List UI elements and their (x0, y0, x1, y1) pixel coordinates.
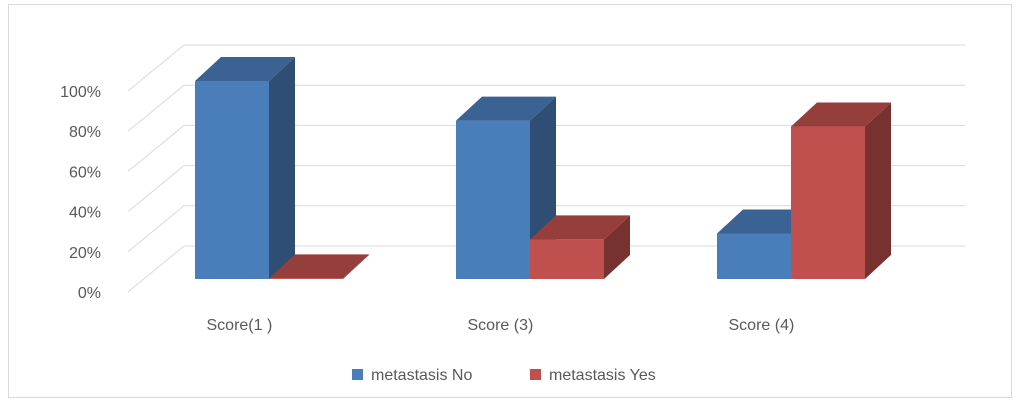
legend-item-yes: metastasis Yes (530, 367, 656, 384)
gridline (127, 84, 965, 132)
y-axis-ticks: 0% 20% 40% 60% 80% 100% (60, 84, 101, 302)
y-tick-label: 20% (69, 245, 101, 262)
legend: metastasis No metastasis Yes (352, 367, 656, 384)
x-axis-categories: Score(1 ) Score (3) Score (4) (207, 317, 795, 334)
y-tick-label: 40% (69, 205, 101, 222)
bars (195, 57, 891, 279)
x-category-label: Score(1 ) (207, 317, 273, 334)
legend-label: metastasis No (371, 367, 472, 384)
legend-swatch (352, 369, 363, 380)
y-tick-label: 0% (78, 285, 101, 302)
legend-swatch (530, 369, 541, 380)
legend-item-no: metastasis No (352, 367, 472, 384)
x-category-label: Score (4) (729, 317, 795, 334)
y-tick-label: 100% (60, 84, 101, 101)
chart-frame: 0% 20% 40% 60% 80% 100% Score(1 ) Score (3) Sco… (8, 4, 1012, 398)
bar-no-1 (195, 57, 295, 279)
x-category-label: Score (3) (468, 317, 534, 334)
y-tick-label: 60% (69, 164, 101, 181)
bar-yes-1 (269, 254, 369, 279)
gridline (127, 44, 965, 92)
bar-yes-3 (791, 102, 891, 279)
bar-chart: 0%20%40%60%80%100% Score(1 ) Score (3) Sco… (60, 44, 965, 384)
legend-label: metastasis Yes (549, 367, 656, 384)
y-tick-label: 80% (69, 124, 101, 141)
bar-yes-2 (530, 215, 630, 279)
